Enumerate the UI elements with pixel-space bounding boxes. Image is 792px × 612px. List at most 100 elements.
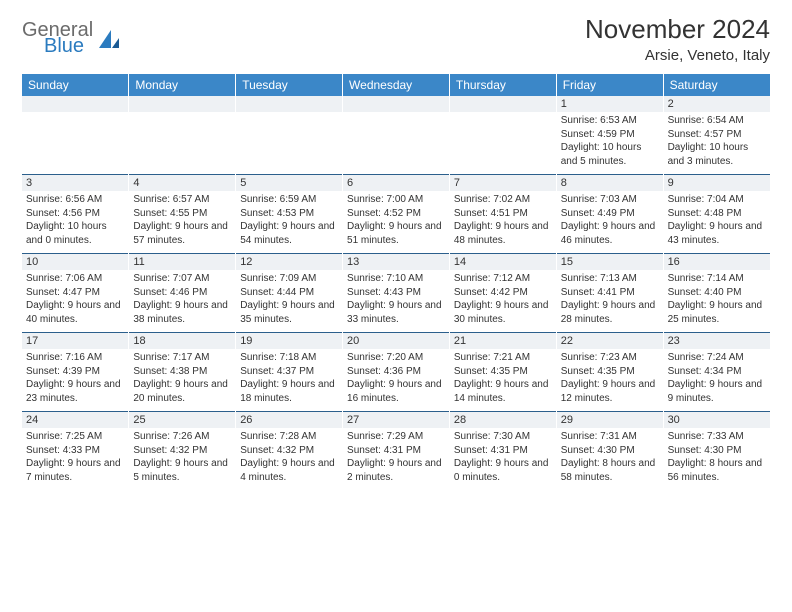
- daylight-line: Daylight: 9 hours and 38 minutes.: [133, 299, 231, 326]
- day-number: 26: [236, 412, 342, 428]
- day-number: 19: [236, 333, 342, 349]
- daylight-line: Daylight: 9 hours and 23 minutes.: [26, 378, 124, 405]
- day-info: Sunrise: 7:16 AMSunset: 4:39 PMDaylight:…: [22, 349, 128, 411]
- calendar-week-row: 10Sunrise: 7:06 AMSunset: 4:47 PMDayligh…: [22, 254, 770, 333]
- sunrise-line: Sunrise: 7:28 AM: [240, 430, 338, 444]
- daylight-line: Daylight: 9 hours and 43 minutes.: [668, 220, 766, 247]
- day-number: 18: [129, 333, 235, 349]
- day-info: Sunrise: 7:07 AMSunset: 4:46 PMDaylight:…: [129, 270, 235, 332]
- day-number: 24: [22, 412, 128, 428]
- day-number: 23: [664, 333, 770, 349]
- day-info: Sunrise: 6:59 AMSunset: 4:53 PMDaylight:…: [236, 191, 342, 253]
- day-number: 1: [557, 96, 663, 112]
- day-info: Sunrise: 6:57 AMSunset: 4:55 PMDaylight:…: [129, 191, 235, 253]
- sunrise-line: Sunrise: 7:31 AM: [561, 430, 659, 444]
- day-info: Sunrise: 6:56 AMSunset: 4:56 PMDaylight:…: [22, 191, 128, 253]
- sunrise-line: Sunrise: 7:21 AM: [454, 351, 552, 365]
- calendar-cell: 30Sunrise: 7:33 AMSunset: 4:30 PMDayligh…: [663, 412, 770, 491]
- sunset-line: Sunset: 4:35 PM: [561, 365, 659, 379]
- brand-logo: General Blue: [22, 14, 121, 56]
- day-info: Sunrise: 6:54 AMSunset: 4:57 PMDaylight:…: [664, 112, 770, 174]
- title-block: November 2024 Arsie, Veneto, Italy: [585, 14, 770, 64]
- sunrise-line: Sunrise: 7:17 AM: [133, 351, 231, 365]
- calendar-cell: 17Sunrise: 7:16 AMSunset: 4:39 PMDayligh…: [22, 333, 129, 412]
- day-number: 7: [450, 175, 556, 191]
- calendar-cell: 25Sunrise: 7:26 AMSunset: 4:32 PMDayligh…: [129, 412, 236, 491]
- day-number: 21: [450, 333, 556, 349]
- daylight-line: Daylight: 9 hours and 16 minutes.: [347, 378, 445, 405]
- sunrise-line: Sunrise: 7:04 AM: [668, 193, 766, 207]
- sunrise-line: Sunrise: 7:16 AM: [26, 351, 124, 365]
- daylight-line: Daylight: 9 hours and 35 minutes.: [240, 299, 338, 326]
- day-number: [236, 96, 342, 112]
- day-number: 20: [343, 333, 449, 349]
- day-number: 28: [450, 412, 556, 428]
- daylight-line: Daylight: 10 hours and 5 minutes.: [561, 141, 659, 168]
- sunrise-line: Sunrise: 7:06 AM: [26, 272, 124, 286]
- calendar-cell: 8Sunrise: 7:03 AMSunset: 4:49 PMDaylight…: [556, 175, 663, 254]
- calendar-cell: 4Sunrise: 6:57 AMSunset: 4:55 PMDaylight…: [129, 175, 236, 254]
- sunrise-line: Sunrise: 7:29 AM: [347, 430, 445, 444]
- sunrise-line: Sunrise: 7:25 AM: [26, 430, 124, 444]
- day-number: 29: [557, 412, 663, 428]
- day-info: Sunrise: 7:25 AMSunset: 4:33 PMDaylight:…: [22, 428, 128, 490]
- daylight-line: Daylight: 9 hours and 5 minutes.: [133, 457, 231, 484]
- calendar-cell: 13Sunrise: 7:10 AMSunset: 4:43 PMDayligh…: [343, 254, 450, 333]
- sunrise-line: Sunrise: 7:07 AM: [133, 272, 231, 286]
- day-info: Sunrise: 7:18 AMSunset: 4:37 PMDaylight:…: [236, 349, 342, 411]
- sunset-line: Sunset: 4:43 PM: [347, 286, 445, 300]
- daylight-line: Daylight: 10 hours and 0 minutes.: [26, 220, 124, 247]
- sunrise-line: Sunrise: 7:03 AM: [561, 193, 659, 207]
- day-info: [236, 112, 342, 172]
- logo-sail-icon: [97, 28, 121, 50]
- header: General Blue November 2024 Arsie, Veneto…: [22, 14, 770, 64]
- day-info: [129, 112, 235, 172]
- day-number: 12: [236, 254, 342, 270]
- daylight-line: Daylight: 9 hours and 46 minutes.: [561, 220, 659, 247]
- weekday-header: Monday: [129, 74, 236, 96]
- sunrise-line: Sunrise: 7:12 AM: [454, 272, 552, 286]
- day-info: Sunrise: 7:04 AMSunset: 4:48 PMDaylight:…: [664, 191, 770, 253]
- day-info: Sunrise: 7:12 AMSunset: 4:42 PMDaylight:…: [450, 270, 556, 332]
- calendar-table: Sunday Monday Tuesday Wednesday Thursday…: [22, 74, 770, 490]
- day-info: Sunrise: 7:30 AMSunset: 4:31 PMDaylight:…: [450, 428, 556, 490]
- calendar-cell: 28Sunrise: 7:30 AMSunset: 4:31 PMDayligh…: [449, 412, 556, 491]
- day-info: Sunrise: 7:21 AMSunset: 4:35 PMDaylight:…: [450, 349, 556, 411]
- day-number: 25: [129, 412, 235, 428]
- daylight-line: Daylight: 9 hours and 33 minutes.: [347, 299, 445, 326]
- day-number: 16: [664, 254, 770, 270]
- daylight-line: Daylight: 9 hours and 14 minutes.: [454, 378, 552, 405]
- calendar-cell: 12Sunrise: 7:09 AMSunset: 4:44 PMDayligh…: [236, 254, 343, 333]
- calendar-cell: 22Sunrise: 7:23 AMSunset: 4:35 PMDayligh…: [556, 333, 663, 412]
- daylight-line: Daylight: 9 hours and 57 minutes.: [133, 220, 231, 247]
- calendar-cell: 14Sunrise: 7:12 AMSunset: 4:42 PMDayligh…: [449, 254, 556, 333]
- sunset-line: Sunset: 4:44 PM: [240, 286, 338, 300]
- day-number: 22: [557, 333, 663, 349]
- daylight-line: Daylight: 9 hours and 18 minutes.: [240, 378, 338, 405]
- day-info: [450, 112, 556, 172]
- sunset-line: Sunset: 4:36 PM: [347, 365, 445, 379]
- logo-text: General Blue: [22, 20, 93, 56]
- weekday-header: Sunday: [22, 74, 129, 96]
- calendar-cell: [236, 96, 343, 175]
- daylight-line: Daylight: 8 hours and 56 minutes.: [668, 457, 766, 484]
- calendar-week-row: 17Sunrise: 7:16 AMSunset: 4:39 PMDayligh…: [22, 333, 770, 412]
- daylight-line: Daylight: 10 hours and 3 minutes.: [668, 141, 766, 168]
- calendar-cell: 7Sunrise: 7:02 AMSunset: 4:51 PMDaylight…: [449, 175, 556, 254]
- day-number: 15: [557, 254, 663, 270]
- calendar-cell: 11Sunrise: 7:07 AMSunset: 4:46 PMDayligh…: [129, 254, 236, 333]
- calendar-cell: 20Sunrise: 7:20 AMSunset: 4:36 PMDayligh…: [343, 333, 450, 412]
- day-number: [343, 96, 449, 112]
- sunset-line: Sunset: 4:55 PM: [133, 207, 231, 221]
- daylight-line: Daylight: 9 hours and 48 minutes.: [454, 220, 552, 247]
- sunset-line: Sunset: 4:57 PM: [668, 128, 766, 142]
- sunset-line: Sunset: 4:32 PM: [133, 444, 231, 458]
- calendar-cell: 26Sunrise: 7:28 AMSunset: 4:32 PMDayligh…: [236, 412, 343, 491]
- calendar-cell: [129, 96, 236, 175]
- daylight-line: Daylight: 9 hours and 12 minutes.: [561, 378, 659, 405]
- location-subtitle: Arsie, Veneto, Italy: [585, 47, 770, 64]
- day-info: [343, 112, 449, 172]
- daylight-line: Daylight: 9 hours and 20 minutes.: [133, 378, 231, 405]
- day-info: Sunrise: 7:31 AMSunset: 4:30 PMDaylight:…: [557, 428, 663, 490]
- sunset-line: Sunset: 4:40 PM: [668, 286, 766, 300]
